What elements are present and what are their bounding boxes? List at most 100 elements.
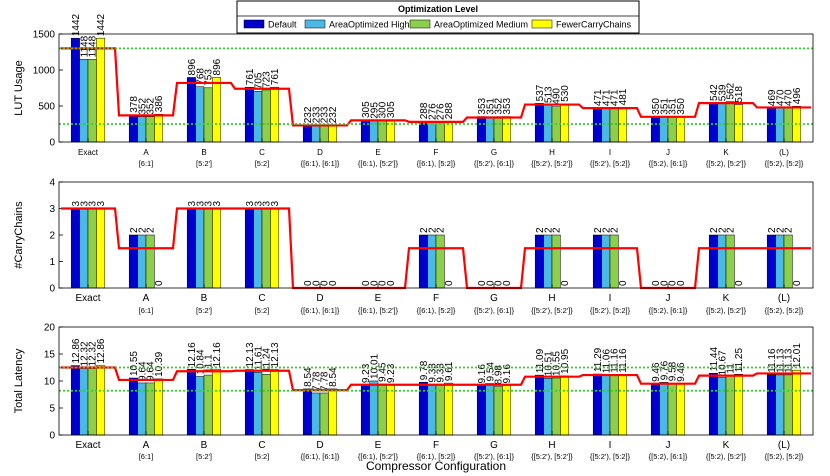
bar	[534, 103, 544, 143]
x-category-label: F	[434, 148, 439, 157]
bar	[493, 116, 503, 143]
data-label: 10.55	[129, 351, 140, 376]
data-label: 11.13	[784, 348, 795, 373]
x-category-label: E	[375, 440, 382, 451]
data-label: 9.33	[427, 363, 438, 383]
bar	[560, 103, 570, 143]
data-label: 518	[734, 86, 745, 103]
x-subcategory-label: {[5:2), [5:2]}	[765, 306, 804, 315]
data-label: 2	[137, 227, 148, 233]
x-category-label: D	[316, 293, 323, 304]
bar	[137, 234, 147, 289]
data-label: 753	[204, 69, 215, 86]
data-label: 11.44	[709, 347, 720, 372]
data-label: 530	[560, 85, 571, 102]
data-label: 351	[668, 98, 679, 115]
y-tick-label: 0	[49, 431, 55, 442]
legend-swatch-area-high	[304, 19, 326, 29]
data-label: 2	[419, 227, 430, 233]
bar	[70, 365, 80, 436]
data-label: 2	[726, 227, 737, 233]
bar	[485, 116, 495, 143]
data-label: 351	[485, 98, 496, 115]
data-label: 3	[270, 201, 281, 207]
bar	[253, 208, 263, 289]
bar	[386, 384, 396, 436]
y-tick-label: 0	[49, 138, 55, 149]
x-subcategory-label: {[5:2'), [6:1]}	[474, 306, 515, 315]
data-label: 0	[328, 280, 339, 286]
bar	[70, 208, 80, 289]
bar	[725, 375, 735, 436]
data-label: 0	[369, 280, 380, 286]
x-category-label: J	[666, 148, 670, 157]
data-label: 0	[320, 280, 331, 286]
data-label: 2	[146, 227, 157, 233]
x-category-label: K	[723, 148, 729, 157]
data-label: 1442	[96, 13, 107, 36]
bar	[203, 374, 213, 436]
bar	[186, 208, 196, 289]
data-label: 351	[659, 98, 670, 115]
bar	[708, 102, 718, 143]
data-label: 0	[154, 280, 165, 286]
data-label: 300	[378, 101, 389, 118]
bar	[534, 374, 544, 436]
data-label: 3	[187, 201, 198, 207]
x-category-label: (L)	[778, 440, 790, 451]
bar	[244, 86, 254, 143]
bar	[79, 208, 89, 289]
bar	[592, 234, 602, 289]
data-label: 233	[320, 106, 331, 123]
x-subcategory-label: {[6:1), [5:2']}	[358, 159, 399, 168]
bar	[766, 374, 776, 436]
x-subcategory-label: {[6:1), [5:2]}	[417, 159, 456, 168]
data-label: 11.13	[775, 348, 786, 373]
data-label: 9.23	[361, 363, 372, 383]
x-subcategory-label: {[5:2), [6:1]}	[649, 159, 688, 168]
x-subcategory-label: {[5:2'), [5:2]}	[590, 306, 631, 315]
y-axis-label: Total Latency	[13, 348, 25, 413]
data-label: 305	[361, 101, 372, 118]
x-category-label: J	[666, 293, 671, 304]
bar	[427, 121, 437, 143]
bar	[96, 365, 106, 436]
bar	[128, 114, 138, 143]
bar	[87, 208, 97, 289]
bar	[427, 234, 437, 289]
data-label: 562	[726, 82, 737, 99]
y-axis-label: LUT Usage	[13, 60, 25, 115]
legend-label-default: Default	[268, 20, 297, 30]
x-subcategory-label: {[6:1), [5:2]}	[417, 452, 456, 461]
data-label: 11.29	[593, 347, 604, 372]
x-subcategory-label: [5:2']	[196, 159, 212, 168]
bar	[601, 107, 611, 143]
data-label: 9.64	[146, 361, 157, 381]
data-label: 481	[618, 88, 629, 105]
data-label: 490	[552, 88, 563, 105]
bar	[195, 86, 205, 143]
bar	[79, 368, 89, 436]
legend: Optimization Level Default AreaOptimized…	[236, 0, 640, 34]
data-label: 3	[253, 201, 264, 207]
x-subcategory-label: {[6:1), [6:1]}	[301, 306, 340, 315]
x-subcategory-label: {[5:2), [6:1]}	[649, 452, 688, 461]
x-category-label: H	[549, 148, 555, 157]
data-label: 2	[129, 227, 140, 233]
bar	[212, 208, 222, 289]
bar	[592, 373, 602, 436]
y-tick-label: 3	[49, 204, 55, 215]
bar	[377, 383, 387, 436]
data-label: 1148	[79, 35, 90, 57]
bar	[328, 388, 338, 436]
bar	[601, 375, 611, 436]
x-category-label: G	[490, 293, 498, 304]
data-label: 10.55	[552, 351, 563, 376]
x-subcategory-label: {[6:1), [6:1]}	[301, 159, 340, 168]
x-subcategory-label: {[6:1), [5:2]}	[417, 306, 456, 315]
x-category-label: E	[375, 293, 382, 304]
data-label: 0	[676, 280, 687, 286]
data-label: 0	[361, 280, 372, 286]
bar	[502, 385, 512, 436]
